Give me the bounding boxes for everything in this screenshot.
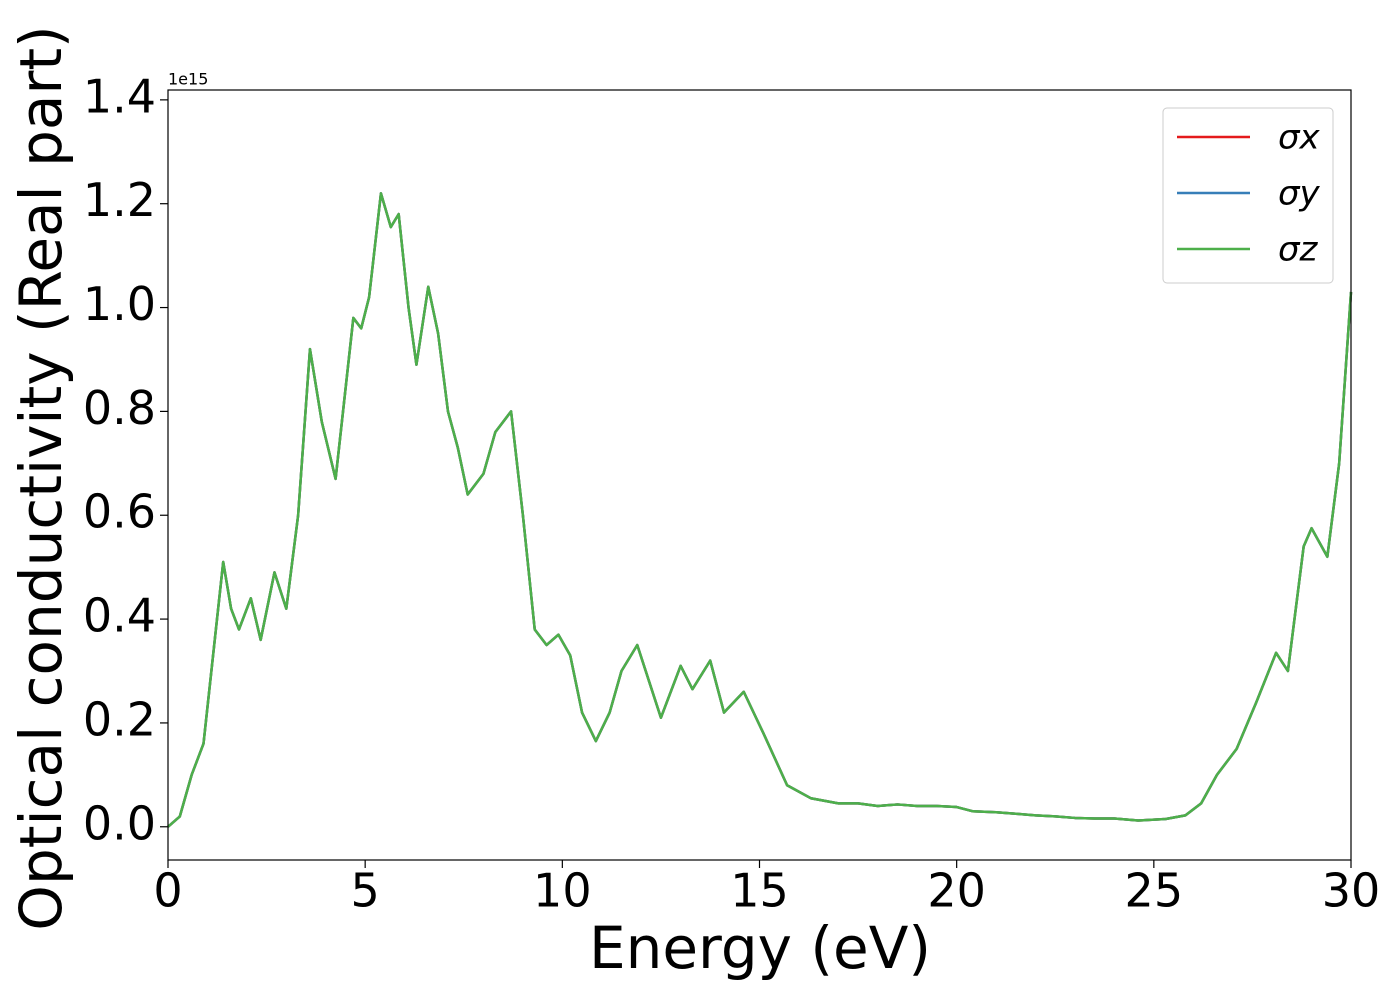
x-tick-label: 5 xyxy=(351,864,380,918)
y-tick-label: 0.6 xyxy=(83,485,156,539)
y-axis-label: Optical conductivity (Real part) xyxy=(7,25,75,930)
series-line xyxy=(167,192,1353,828)
x-tick-label: 30 xyxy=(1322,864,1381,918)
legend-label: σy xyxy=(1278,174,1321,214)
y-tick-label: 0.8 xyxy=(83,381,156,435)
x-axis-label: Energy (eV) xyxy=(589,914,931,982)
y-tick-label: 0.2 xyxy=(83,692,156,746)
offset-text: 1e15 xyxy=(168,70,208,89)
y-tick-label: 0.0 xyxy=(83,796,156,850)
x-tick-label: 10 xyxy=(533,864,592,918)
x-tick-label: 20 xyxy=(927,864,986,918)
x-tick-label: 25 xyxy=(1125,864,1184,918)
legend-box xyxy=(1162,107,1334,284)
y-tick-label: 0.4 xyxy=(83,589,156,643)
plot-frame xyxy=(167,89,1352,861)
legend-label: σz xyxy=(1278,230,1319,270)
legend-label: σx xyxy=(1278,118,1321,158)
series-line xyxy=(167,192,1353,828)
x-tick-label: 15 xyxy=(730,864,789,918)
y-tick-label: 1.4 xyxy=(83,69,156,123)
y-tick-label: 1.0 xyxy=(83,277,156,331)
series-line xyxy=(167,192,1353,828)
x-tick-label: 0 xyxy=(153,864,182,918)
y-tick-label: 1.2 xyxy=(83,173,156,227)
